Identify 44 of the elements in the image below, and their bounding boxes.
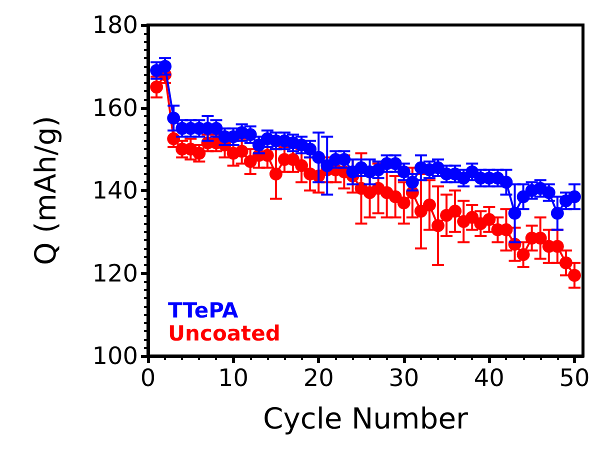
point (559, 256, 572, 270)
x-tick-label: 20 (303, 364, 334, 392)
point (457, 172, 470, 185)
y-axis-title: Q (mAh/g) (28, 116, 62, 266)
point (320, 159, 334, 172)
point (466, 165, 479, 178)
x-tick-label: 10 (218, 364, 249, 392)
point (448, 204, 462, 218)
point (235, 144, 248, 158)
x-tick-label: 30 (388, 364, 420, 392)
point (568, 268, 581, 282)
point (388, 190, 402, 204)
x-tick-label: 50 (559, 364, 590, 392)
point (542, 186, 556, 200)
x-tick-label: 0 (140, 364, 156, 392)
point (295, 159, 308, 172)
y-tick-label: 180 (92, 11, 138, 39)
y-tick-label: 160 (92, 94, 138, 122)
text: Uncoated (168, 322, 280, 346)
point (500, 176, 513, 189)
y-tick-label: 140 (92, 176, 138, 204)
point (150, 80, 164, 94)
point (422, 198, 436, 212)
point (550, 206, 564, 220)
point (568, 190, 581, 204)
x-tick-label: 40 (474, 364, 504, 392)
y-tick-label: 120 (92, 259, 138, 288)
point (466, 210, 479, 224)
x-axis-title: Cycle Number (263, 402, 468, 436)
point (269, 167, 282, 180)
point (516, 248, 530, 262)
point (167, 132, 180, 146)
text: TTePA (168, 298, 240, 322)
point (158, 60, 172, 73)
point (397, 165, 410, 178)
point (167, 112, 180, 125)
y-tick-label: 100 (92, 342, 138, 370)
point (508, 206, 522, 220)
point (397, 196, 410, 210)
point (406, 176, 419, 189)
point (482, 212, 496, 226)
point (304, 142, 317, 156)
point (500, 223, 513, 236)
point (432, 219, 444, 232)
